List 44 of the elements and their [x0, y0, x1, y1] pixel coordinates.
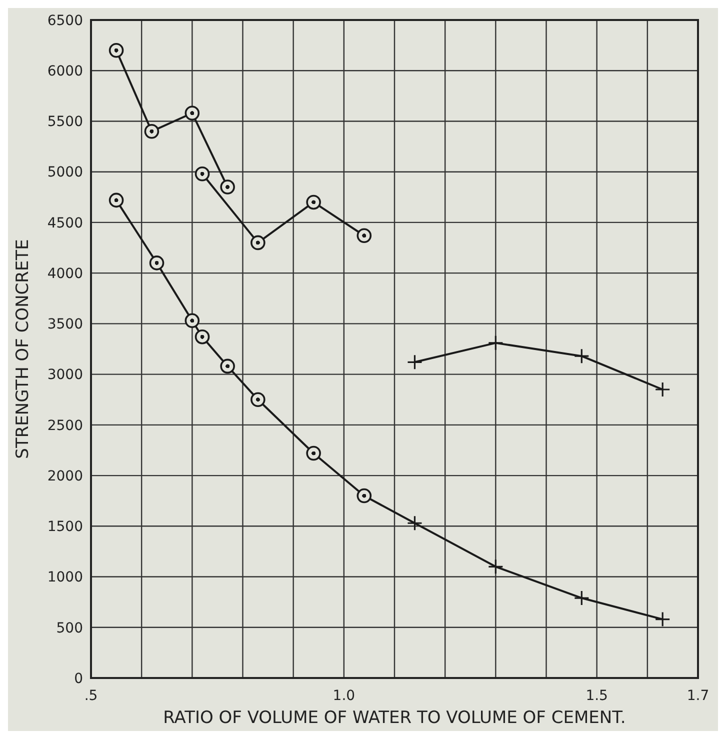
y-tick-label: 2000	[47, 468, 83, 484]
point	[488, 335, 504, 351]
point	[574, 590, 590, 606]
point	[144, 124, 160, 139]
x-axis-title: RATIO OF VOLUME OF WATER TO VOLUME OF CEMENT.	[163, 708, 626, 728]
point	[654, 382, 670, 398]
y-tick-label: 0	[74, 670, 83, 687]
point	[194, 329, 210, 344]
point	[220, 358, 235, 374]
point	[250, 235, 266, 250]
y-tick-label: 500	[56, 620, 83, 636]
point	[184, 313, 200, 328]
point	[406, 354, 423, 370]
y-tick-label: 5500	[47, 114, 83, 130]
point	[194, 166, 210, 182]
point	[149, 256, 164, 270]
y-tick-label: 4000	[47, 266, 83, 282]
point	[220, 180, 235, 194]
point	[184, 106, 200, 121]
point	[306, 446, 321, 461]
y-tick-label: 6500	[47, 12, 83, 29]
x-tick-label: 1.0	[332, 688, 356, 704]
y-tick-label: 1500	[47, 519, 83, 536]
point	[488, 558, 504, 574]
y-tick-label: 3000	[47, 367, 83, 384]
point	[356, 228, 372, 244]
point	[250, 392, 266, 408]
x-tick-label: 1.7	[686, 688, 710, 704]
point	[108, 42, 124, 58]
y-tick-label: 5000	[47, 164, 83, 181]
point	[654, 611, 670, 628]
y-tick-label: 1000	[47, 570, 83, 586]
point	[406, 515, 423, 531]
y-tick-label: 6000	[47, 64, 83, 80]
y-tick-label: 3500	[47, 316, 83, 333]
point	[356, 488, 372, 504]
y-tick-label: 2500	[47, 418, 83, 434]
x-tick-label: .5	[84, 688, 98, 704]
x-tick-label: 1.5	[586, 688, 608, 704]
point	[306, 194, 321, 210]
y-axis-title: STRENGTH OF CONCRETE	[13, 239, 33, 459]
point	[574, 348, 590, 364]
y-tick-label: 4500	[47, 215, 83, 232]
point	[108, 192, 124, 208]
